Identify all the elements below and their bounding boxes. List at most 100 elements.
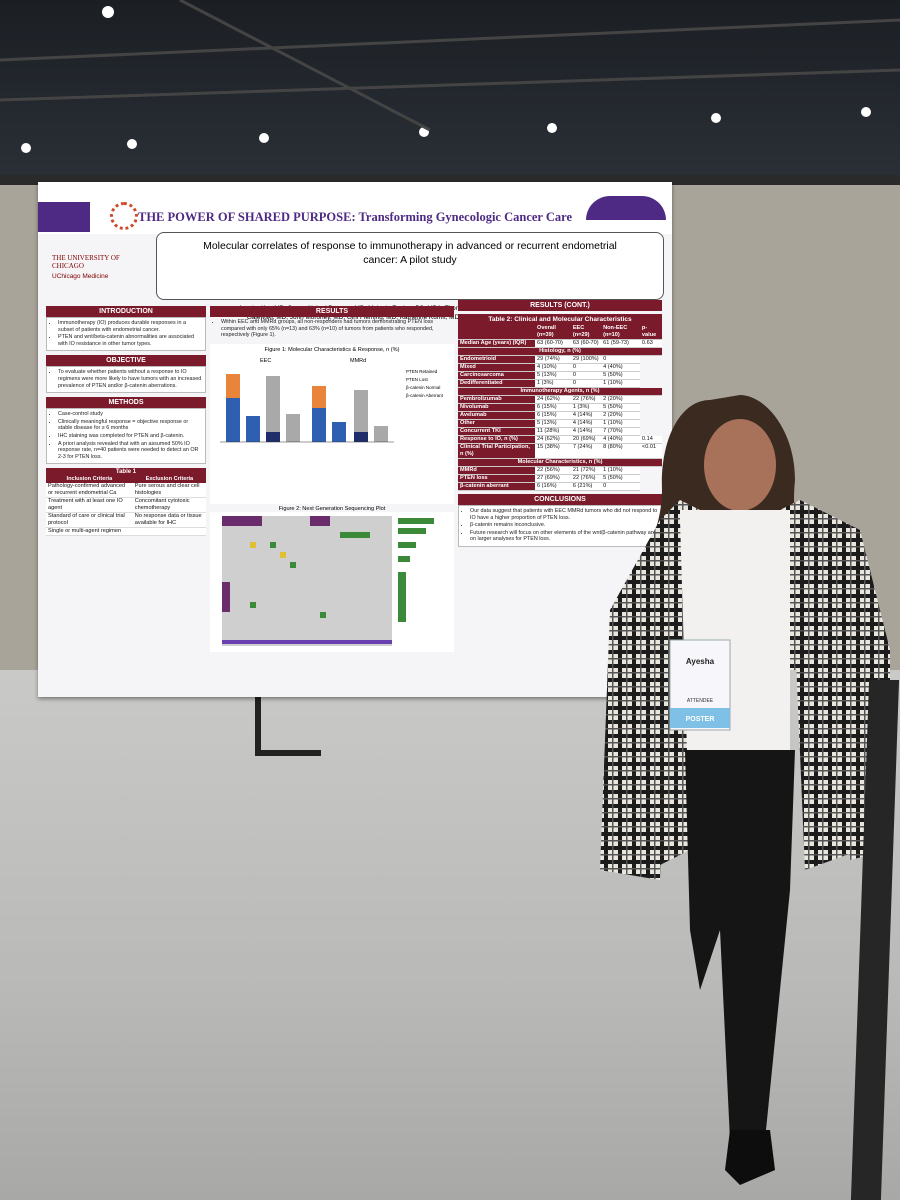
table-row: Pembrolizumab 24 (62%) 22 (76%) 2 (20%) [458,395,662,404]
section-heading: RESULTS (CONT.) [458,300,662,311]
cell: 0.63 [639,339,662,348]
bullet: Within EEC and MMRd groups, all non-resp… [221,319,451,339]
group-label: MMRd [350,357,367,364]
cell: 1 (10%) [601,379,640,388]
cell: 0 [601,482,640,491]
badge-tag: POSTER [686,716,715,723]
row-label: Median Age (years) (IQR) [458,339,536,348]
cell: 63 (60-70) [535,339,571,348]
cell: Concomitant cytotoxic chemotherapy [132,497,206,514]
right-column: RESULTS (CONT.) Table 2: Clinical and Mo… [458,300,662,547]
cell: 1 (10%) [601,466,640,475]
row-label: Histology, n (%) [458,347,662,356]
row-label: Carcinosarcoma [458,371,536,380]
legend-entry: β-catenin Aberrant [406,392,443,398]
bullet: Clinically meaningful response = objecti… [58,419,202,432]
row-label: MMRd [458,466,536,475]
cell: 0 [601,355,640,364]
cell: Single or multi-agent regimen [46,527,206,537]
bullet: Immunotherapy (IO) produces durable resp… [58,320,202,333]
section-heading: METHODS [46,397,206,409]
legend-entry: PTEN Retained [406,368,438,374]
institution: THE UNIVERSITY OF CHICAGO [52,254,120,270]
table-title: Table 1 [46,468,206,477]
cell: 0 [570,363,602,372]
table-header: Inclusion Criteria Exclusion Criteria [46,476,206,484]
row-label: Other [458,419,536,428]
table-row: Concurrent TKI 11 (28%) 4 (14%) 7 (70%) [458,427,662,436]
header-cell: EEC (n=29) [570,325,602,340]
cell: 2 (20%) [601,395,640,404]
row-label: Nivolumab [458,403,536,412]
cell: Pure serous and clear cell histologies [132,483,206,499]
table-row: Median Age (years) (IQR) 63 (60-70) 63 (60… [458,339,662,348]
table-row: Treatment with at least one IO agent Conc… [46,497,206,514]
figure-title: Figure 2: Next Generation Sequencing Plo… [278,505,386,512]
subheader-row: Molecular Characteristics, n (%) [458,458,662,467]
legend-entry: β-catenin Normal [406,384,441,390]
cell: 5 (13%) [535,371,571,380]
subheader-row: Histology, n (%) [458,347,662,356]
cell: 6 (15%) [535,403,571,412]
section-body: To evaluate whether patients without a r… [46,366,206,394]
cell: 5 (13%) [535,419,571,428]
table-row: MMRd 22 (56%) 21 (72%) 1 (10%) [458,466,662,475]
table-row: Clinical Trial Participation, n (%) 15 (3… [458,443,662,459]
cell: 11 (28%) [535,427,571,436]
figure-title: Figure 1: Molecular Characteristics & Re… [264,346,400,353]
bullet: PTEN and wnt/beta-catenin abnormalities … [58,334,202,347]
section-heading: RESULTS [210,306,454,317]
header-cell: Exclusion Criteria [132,476,206,484]
bullet: Our data suggest that patients with EEC … [470,508,658,521]
row-label: Concurrent TKI [458,427,536,436]
cell: 21 (72%) [570,466,602,475]
table-row: PTEN loss 27 (69%) 22 (76%) 5 (50%) [458,474,662,483]
cell: 61 (59-73) [601,339,640,348]
bullet: To evaluate whether patients without a r… [58,369,202,389]
figure2-plot [210,511,454,652]
table-row: Avelumab 6 (15%) 4 (14%) 2 (20%) [458,411,662,420]
row-label: Endometrioid [458,355,536,364]
cell: 6 (21%) [570,482,602,491]
row-label: β-catenin aberrant [458,482,536,491]
cell: 22 (56%) [535,466,571,475]
table2: Overall (n=39) EEC (n=29) Non-EEC (n=10) p-… [458,325,662,491]
cell: 0 [570,371,602,380]
cell: 22 (76%) [570,474,602,483]
person: Ayesha ATTENDEE POSTER [600,395,890,1185]
table-row: Response to IO, n (%) 24 (62%) 20 (69%) 4 (… [458,435,662,444]
group-label: EEC [260,357,272,364]
cell: 0.14 [639,435,662,444]
section-heading: OBJECTIVE [46,355,206,367]
bullet: IHC staining was completed for PTEN and … [58,433,202,440]
figure1: Figure 1: Molecular Characteristics & Re… [210,343,454,504]
table-row: Pathology-confirmed advanced or recurren… [46,483,206,499]
badge-name: Ayesha [686,657,715,666]
header-cell: Overall (n=39) [535,325,571,340]
row-label: Dedifferentiated [458,379,536,388]
corner [458,325,536,340]
table1: Inclusion Criteria Exclusion Criteria Path… [46,476,206,537]
figure1-plot [220,373,394,443]
cell: 22 (76%) [570,395,602,404]
cell: Standard of care or clinical trial proto… [46,512,133,529]
figure1-legend: PTEN Retained PTEN Lost β-catenin Normal… [406,368,443,400]
table-row: Other 5 (13%) 4 (14%) 1 (10%) [458,419,662,428]
cell: 2 (20%) [601,411,640,420]
cell: 24 (62%) [535,395,571,404]
emblem [110,202,138,230]
cell: 29 (100%) [570,355,602,364]
poster-title: THE POWER OF SHARED PURPOSE: Transformin… [138,210,573,224]
cell: 7 (24%) [570,443,602,459]
table-row: Nivolumab 6 (15%) 1 (3%) 5 (50%) [458,403,662,412]
header-cell: p-value [639,325,662,340]
poster-stand [255,690,321,756]
table-title: Table 2: Clinical and Molecular Characte… [458,314,662,325]
cell: 5 (50%) [601,474,640,483]
cell: 6 (16%) [535,482,571,491]
table-row: Mixed 4 (10%) 0 4 (40%) [458,363,662,372]
legend-entry: PTEN Lost [406,376,428,382]
table-header: Overall (n=39) EEC (n=29) Non-EEC (n=10) p-… [458,325,662,340]
bullet: β-catenin remains inconclusive. [470,522,658,529]
